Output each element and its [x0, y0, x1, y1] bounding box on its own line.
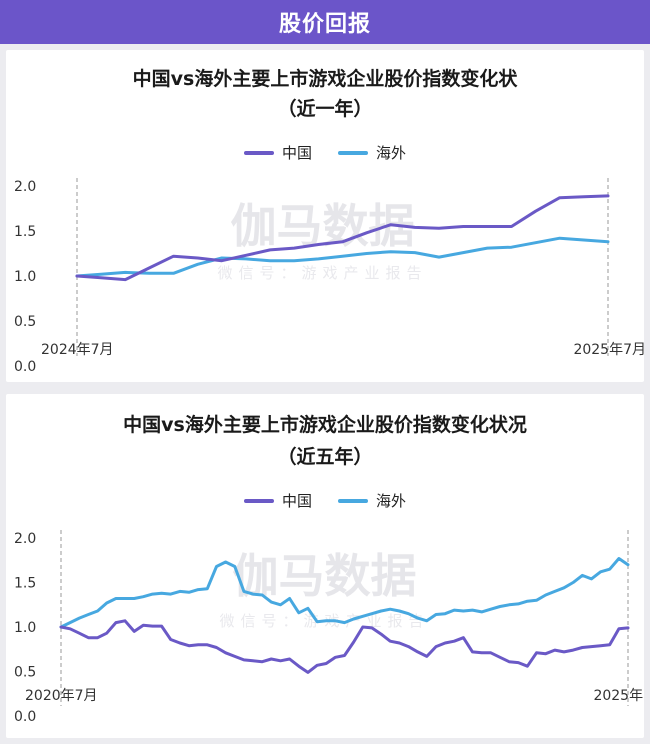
x-start-label: 2024年7月 — [41, 342, 114, 358]
y-tick-label: 2.0 — [14, 179, 36, 195]
chart-legend: 中国 海外 — [6, 142, 644, 163]
chart-title-line1: 中国vs海外主要上市游戏企业股价指数变化状况 — [123, 414, 527, 436]
chart-title-line2: （近五年） — [277, 446, 373, 468]
legend-label-china: 中国 — [281, 492, 312, 510]
y-tick-label: 0.0 — [14, 359, 36, 375]
x-end-label: 2025年7月 — [573, 342, 644, 358]
y-tick-label: 0.0 — [14, 709, 36, 725]
legend-item-china: 中国 — [243, 142, 312, 163]
legend-item-china: 中国 — [243, 490, 312, 511]
legend-item-overseas: 海外 — [338, 142, 406, 163]
legend-swatch-overseas — [338, 150, 368, 155]
y-tick-label: 1.0 — [14, 620, 36, 636]
section-header: 股价回报 — [0, 0, 650, 44]
chart-panel-one-year: 中国vs海外主要上市游戏企业股价指数变化状 （近一年） 中国 海外 伽马数据 微信… — [6, 50, 644, 382]
x-start-label: 2020年7月 — [25, 688, 98, 704]
chart-title-line1: 中国vs海外主要上市游戏企业股价指数变化状 — [132, 68, 518, 90]
watermark-sub: 微信号：游戏产业报告 — [217, 264, 427, 282]
x-end-label: 2025年7月 — [593, 688, 644, 704]
legend-item-overseas: 海外 — [338, 490, 406, 511]
legend-swatch-china — [243, 150, 274, 155]
y-tick-label: 2.0 — [14, 531, 36, 547]
series-line-overseas — [59, 557, 630, 629]
legend-label-overseas: 海外 — [376, 144, 407, 162]
section-title: 股价回报 — [278, 12, 371, 37]
chart-legend: 中国 海外 — [6, 490, 644, 511]
y-tick-label: 1.5 — [14, 576, 36, 592]
y-tick-label: 0.5 — [14, 665, 36, 681]
y-tick-label: 0.5 — [14, 314, 36, 330]
legend-label-overseas: 海外 — [376, 492, 407, 510]
series-line-china — [59, 619, 630, 674]
legend-label-china: 中国 — [281, 144, 312, 162]
legend-swatch-overseas — [338, 498, 368, 503]
chart-panel-five-year: 中国vs海外主要上市游戏企业股价指数变化状况 （近五年） 中国 海外 伽马数据微… — [6, 394, 644, 738]
series-line-overseas — [75, 236, 610, 278]
chart-title-line2: （近一年） — [277, 98, 373, 120]
legend-swatch-china — [243, 498, 274, 503]
y-tick-label: 1.5 — [14, 224, 36, 240]
series-line-china — [75, 194, 610, 282]
y-tick-label: 1.0 — [14, 269, 36, 285]
